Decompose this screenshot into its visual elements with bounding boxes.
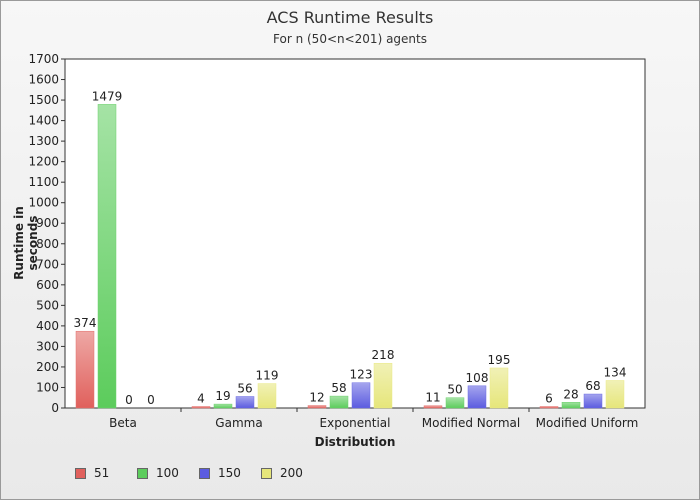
bar-150 [583, 393, 603, 409]
data-label: 19 [215, 389, 230, 403]
y-tick-label: 600 [36, 278, 59, 292]
chart-subtitle: For n (50<n<201) agents [273, 32, 427, 46]
bar-100 [445, 397, 465, 409]
legend-item-51: 51 [75, 466, 137, 480]
chart-title: ACS Runtime Results [266, 8, 434, 27]
y-tick-label: 1500 [28, 93, 59, 107]
data-label: 12 [309, 391, 324, 405]
data-label: 68 [585, 379, 600, 393]
data-label: 0 [147, 393, 155, 407]
bar-51 [423, 405, 443, 409]
x-tick-label: Modified Normal [422, 416, 520, 430]
legend-label: 150 [218, 466, 241, 480]
y-tick-label: 400 [36, 319, 59, 333]
y-tick-label: 500 [36, 298, 59, 312]
legend-label: 100 [156, 466, 179, 480]
x-axis-label: Distribution [314, 435, 396, 449]
bar-51 [539, 406, 559, 409]
y-tick-label: 100 [36, 380, 59, 394]
y-tick-label: 700 [36, 257, 59, 271]
bar-150 [351, 382, 371, 409]
data-label: 1479 [92, 89, 123, 103]
data-label: 28 [563, 387, 578, 401]
legend-item-100: 100 [137, 466, 199, 480]
data-label: 108 [466, 371, 489, 385]
data-label: 374 [74, 316, 97, 330]
data-label: 56 [237, 382, 252, 396]
data-label: 58 [331, 381, 346, 395]
y-tick-label: 300 [36, 339, 59, 353]
x-tick-label: Beta [109, 416, 137, 430]
bar-200 [605, 380, 625, 409]
y-tick-label: 200 [36, 360, 59, 374]
bar-150 [467, 385, 487, 409]
x-tick-label: Exponential [320, 416, 391, 430]
y-tick-label: 1400 [28, 114, 59, 128]
y-tick-label: 0 [51, 401, 59, 415]
legend-label: 200 [280, 466, 303, 480]
y-tick-label: 1200 [28, 155, 59, 169]
legend: 51 100 150 200 [75, 466, 323, 480]
legend-item-200: 200 [261, 466, 323, 480]
bar-200 [373, 362, 393, 409]
y-tick-label: 800 [36, 237, 59, 251]
bar-150 [235, 396, 255, 409]
y-tick-label: 1300 [28, 134, 59, 148]
legend-item-150: 150 [199, 466, 261, 480]
data-label: 218 [372, 348, 395, 362]
bar-100 [97, 104, 117, 409]
x-tick-label: Gamma [215, 416, 262, 430]
bar-100 [213, 403, 233, 409]
legend-swatch [261, 467, 272, 479]
data-label: 11 [425, 391, 440, 405]
y-tick-label: 900 [36, 216, 59, 230]
bar-51 [75, 330, 95, 409]
bar-100 [329, 395, 349, 409]
plot-area [64, 58, 646, 409]
data-label: 4 [197, 392, 205, 406]
y-tick-label: 1600 [28, 73, 59, 87]
x-tick-label: Modified Uniform [536, 416, 639, 430]
y-tick-label: 1000 [28, 196, 59, 210]
data-label: 50 [447, 383, 462, 397]
data-label: 0 [125, 393, 133, 407]
y-tick-label: 1700 [28, 52, 59, 66]
data-label: 195 [488, 353, 511, 367]
bar-51 [191, 406, 211, 409]
bar-100 [561, 402, 581, 409]
legend-swatch [137, 467, 148, 479]
data-label: 119 [256, 369, 279, 383]
data-label: 123 [350, 368, 373, 382]
bar-200 [257, 383, 277, 409]
data-label: 6 [545, 392, 553, 406]
data-label: 134 [604, 365, 627, 379]
legend-label: 51 [94, 466, 110, 480]
bar-51 [307, 405, 327, 409]
y-tick-label: 1100 [28, 175, 59, 189]
legend-swatch [75, 467, 86, 479]
bar-200 [489, 367, 509, 409]
legend-swatch [199, 467, 210, 479]
